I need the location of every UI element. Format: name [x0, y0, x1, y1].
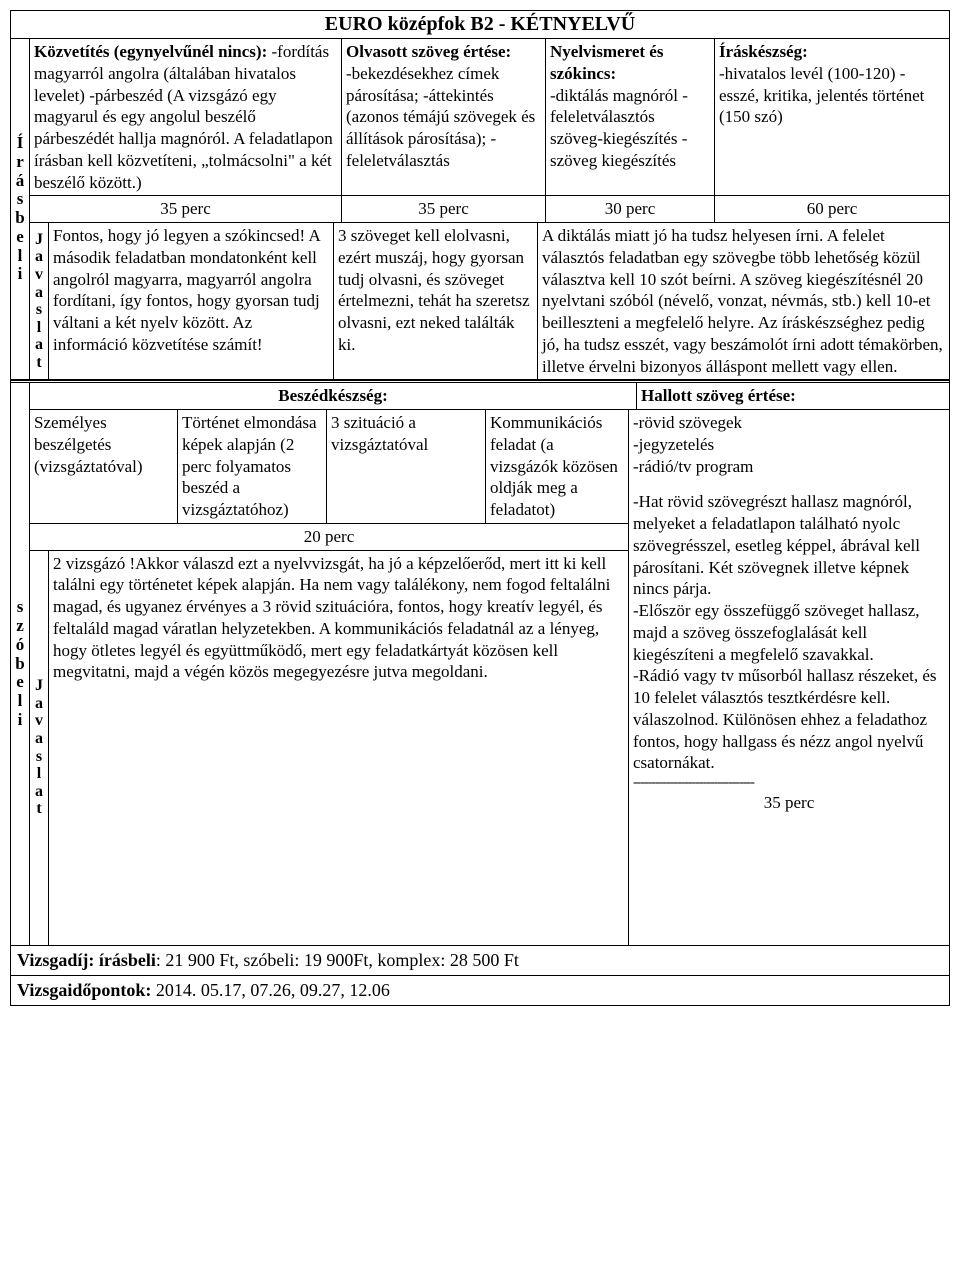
cell-iraskeszseg: Íráskészség: -hivatalos levél (100-120) … [715, 39, 949, 195]
hallott-line4: -Hat rövid szövegrészt hallasz magnóról,… [633, 491, 945, 600]
speak-1: Személyes beszélgetés (vizsgáztatóval) [30, 410, 178, 523]
nyelvismeret-title: Nyelvismeret és szókincs: [550, 42, 663, 83]
szobeli-vlabel: szóbeli [11, 383, 30, 944]
footer-idopont: Vizsgaidőpontok: 2014. 05.17, 07.26, 09.… [11, 975, 949, 1005]
szobeli-javaslat: 2 vizsgázó !Akkor válaszd ezt a nyelvviz… [49, 551, 628, 945]
page-title: EURO középfok B2 - KÉTNYELVŰ [11, 11, 949, 39]
dash-separator: --------------------------------- [633, 774, 945, 790]
cell-nyelvismeret: Nyelvismeret és szókincs: -diktálás magn… [546, 39, 715, 195]
szobeli-header-row: Beszédkészség: Hallott szöveg értése: [30, 383, 949, 410]
hallott-header: Hallott szöveg értése: [637, 383, 949, 409]
olvasott-body: -bekezdésekhez címek párosítása; -átteki… [346, 64, 535, 170]
irasbeli-header-row: Közvetítés (egynyelvűnél nincs): -fordít… [30, 39, 949, 196]
hallott-line5: -Először egy összefüggő szöveget hallasz… [633, 600, 945, 665]
javaslat-vlabel-2: Javaslat [30, 551, 49, 945]
hallott-line1: -rövid szövegek [633, 412, 945, 434]
irasbeli-section: Írásbeli Közvetítés (egynyelvűnél nincs)… [11, 39, 949, 380]
szobeli-body-row: Személyes beszélgetés (vizsgáztatóval) T… [30, 410, 949, 945]
szobeli-section: szóbeli Beszédkészség: Hallott szöveg ér… [11, 380, 949, 944]
irasbeli-javaslat-row: Javaslat Fontos, hogy jó legyen a szókin… [30, 223, 949, 379]
hallott-time: 35 perc [633, 790, 945, 814]
javaslat-vlabel-1: Javaslat [30, 223, 49, 379]
irasbeli-vlabel: Írásbeli [11, 39, 30, 379]
time-d: 60 perc [715, 196, 949, 222]
dij-value: : 21 900 Ft, szóbeli: 19 900Ft, komplex:… [156, 950, 519, 970]
time-b: 35 perc [342, 196, 546, 222]
speaking-tasks-row: Személyes beszélgetés (vizsgáztatóval) T… [30, 410, 628, 524]
idopont-label: Vizsgaidőpontok: [17, 980, 151, 1000]
idopont-value: 2014. 05.17, 07.26, 09.27, 12.06 [151, 980, 390, 1000]
exam-table: EURO középfok B2 - KÉTNYELVŰ Írásbeli Kö… [10, 10, 950, 1006]
speak-time: 20 perc [30, 524, 628, 551]
hallott-title: Hallott szöveg értése: [641, 386, 796, 405]
footer-dij: Vizsgadíj: írásbeli: 21 900 Ft, szóbeli:… [11, 945, 949, 975]
speak-2: Történet elmondása képek alapján (2 perc… [178, 410, 327, 523]
kozvetites-body: -fordítás magyarról angolra (általában h… [34, 42, 333, 192]
iraskeszseg-body: -hivatalos levél (100-120) -esszé, kriti… [719, 64, 924, 127]
cell-kozvetites: Közvetítés (egynyelvűnél nincs): -fordít… [30, 39, 342, 195]
beszedkeszseg-header: Beszédkészség: [30, 383, 637, 409]
javaslat-a: Fontos, hogy jó legyen a szókincsed! A m… [49, 223, 333, 379]
javaslat-cd: A diktálás miatt jó ha tudsz helyesen ír… [538, 223, 949, 379]
javaslat-b: 3 szöveget kell elolvasni, ezért muszáj,… [334, 223, 538, 379]
dij-label: Vizsgadíj: írásbeli [17, 950, 156, 970]
time-a: 35 perc [30, 196, 342, 222]
speak-4: Kommunikációs feladat (a vizsgázók közös… [486, 410, 628, 523]
hallott-line6: -Rádió vagy tv műsorból hallasz részeket… [633, 665, 945, 774]
beszedkeszseg-title: Beszédkészség: [278, 386, 388, 405]
nyelvismeret-body: -diktálás magnóról -feleletválasztós szö… [550, 86, 688, 170]
hallott-line3: -rádió/tv program [633, 456, 945, 478]
olvasott-title: Olvasott szöveg értése: [346, 42, 511, 61]
hallott-line2: -jegyzetelés [633, 434, 945, 456]
speak-3: 3 szituáció a vizsgáztatóval [327, 410, 486, 523]
irasbeli-time-row: 35 perc 35 perc 30 perc 60 perc [30, 196, 949, 223]
cell-olvasott: Olvasott szöveg értése: -bekezdésekhez c… [342, 39, 546, 195]
time-c: 30 perc [546, 196, 715, 222]
hallott-body: -rövid szövegek -jegyzetelés -rádió/tv p… [629, 410, 949, 945]
kozvetites-title: Közvetítés (egynyelvűnél nincs): [34, 42, 267, 61]
iraskeszseg-title: Íráskészség: [719, 42, 808, 61]
